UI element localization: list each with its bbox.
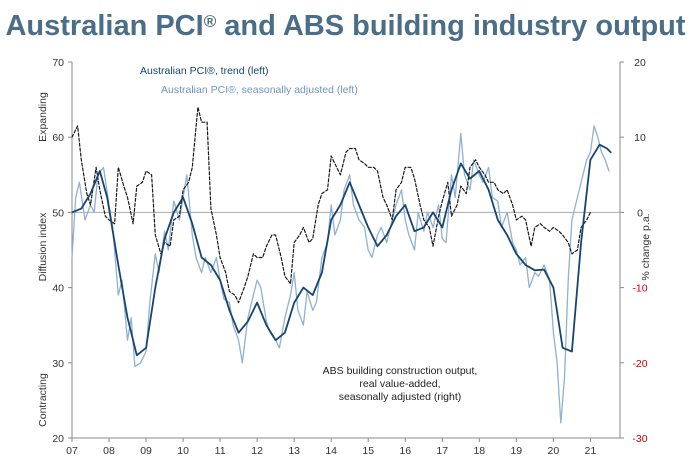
right-tick-label: 20 bbox=[634, 57, 646, 69]
left-tick-label: 30 bbox=[52, 358, 64, 370]
abs-output-line bbox=[71, 106, 592, 304]
x-tick-label: 15 bbox=[362, 445, 374, 457]
left-axis-lower-label: Contracting bbox=[37, 373, 49, 427]
right-tick-label: -30 bbox=[632, 433, 647, 445]
legend-trend: Australian PCI®, trend (left) bbox=[140, 65, 269, 77]
x-tick-label: 21 bbox=[585, 445, 597, 457]
x-tick-label: 14 bbox=[325, 445, 337, 457]
right-tick-label: -10 bbox=[632, 283, 647, 295]
x-tick-label: 13 bbox=[288, 445, 300, 457]
x-tick-label: 18 bbox=[473, 445, 485, 457]
x-tick-label: 20 bbox=[548, 445, 560, 457]
chart-title-main: Australian PCI bbox=[5, 10, 204, 42]
plot-frame bbox=[71, 62, 621, 439]
x-tick-label: 11 bbox=[215, 445, 226, 457]
legend-sa: Australian PCI®, seasonally adjusted (le… bbox=[161, 84, 358, 96]
x-tick-label: 09 bbox=[140, 445, 152, 457]
x-tick-label: 08 bbox=[103, 445, 115, 457]
series-lines bbox=[71, 106, 612, 424]
annotation-line-1: ABS building construction output, bbox=[323, 365, 478, 377]
annotation-line-3: seasonally adjusted (right) bbox=[339, 391, 462, 403]
left-tick-label: 70 bbox=[52, 57, 64, 69]
right-tick-label: 0 bbox=[637, 207, 643, 219]
x-tick-label: 17 bbox=[436, 445, 448, 457]
x-tick-label: 12 bbox=[251, 445, 263, 457]
right-axis-ticks: 20 10 0 -10 -20 -30 bbox=[620, 57, 648, 445]
x-tick-label: 10 bbox=[177, 445, 189, 457]
chart-title-rest: and ABS building industry output bbox=[216, 10, 686, 42]
right-axis-title: % change p.a. bbox=[640, 213, 652, 280]
left-tick-label: 40 bbox=[52, 283, 64, 295]
annotation-line-2: real value-added, bbox=[359, 378, 440, 390]
left-axis-title: Diffusion index bbox=[37, 212, 49, 281]
x-axis-ticks: 07 08 09 10 11 12 13 14 15 16 17 18 19 20 21 bbox=[66, 438, 596, 457]
registered-mark: ® bbox=[203, 12, 217, 31]
pci-sa-line bbox=[71, 125, 610, 424]
right-tick-label: 10 bbox=[634, 132, 646, 144]
left-tick-label: 60 bbox=[52, 132, 64, 144]
x-tick-label: 16 bbox=[399, 445, 411, 457]
left-tick-label: 50 bbox=[52, 207, 64, 219]
left-tick-label: 20 bbox=[52, 433, 64, 445]
pci-trend-line bbox=[71, 143, 612, 357]
left-axis-ticks: 70 60 50 40 30 20 bbox=[52, 57, 72, 445]
right-tick-label: -20 bbox=[632, 358, 647, 370]
x-tick-label: 19 bbox=[510, 445, 522, 457]
chart-title: Australian PCI® and ABS building industr… bbox=[0, 10, 691, 43]
left-axis-upper-label: Expanding bbox=[37, 92, 49, 142]
x-tick-label: 07 bbox=[66, 445, 78, 457]
